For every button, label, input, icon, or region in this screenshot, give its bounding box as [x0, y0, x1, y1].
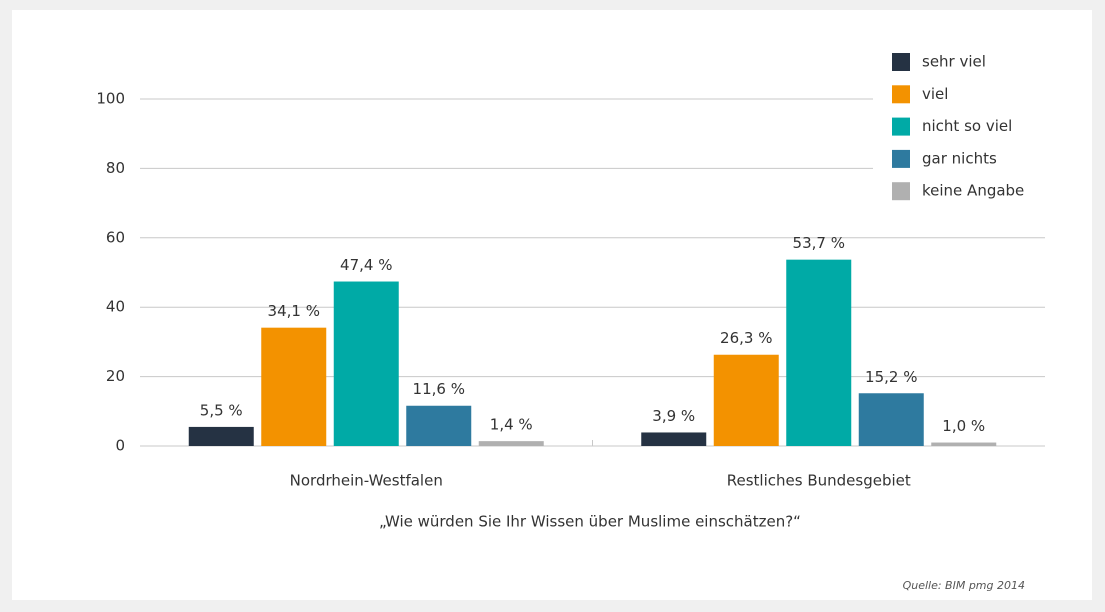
bar: [641, 432, 707, 446]
x-tick-label: Nordrhein-Westfalen: [290, 472, 443, 490]
bar: [713, 354, 779, 446]
legend-label: gar nichts: [922, 149, 997, 167]
source: Quelle: BIM pmg 2014: [903, 579, 1025, 592]
bar: [786, 259, 852, 446]
value-label: 11,6 %: [413, 380, 465, 398]
x-axis-label: „Wie würden Sie Ihr Wissen über Muslime …: [379, 513, 801, 531]
bar: [333, 281, 399, 446]
y-tick-label: 80: [106, 159, 125, 177]
bar: [261, 327, 327, 446]
y-tick-label: 100: [96, 90, 125, 108]
y-tick-label: 20: [106, 367, 125, 385]
value-label: 1,4 %: [490, 416, 533, 434]
value-label: 47,4 %: [340, 256, 392, 274]
legend-swatch: [892, 117, 910, 136]
legend-swatch: [892, 53, 910, 71]
value-label: 3,9 %: [652, 407, 695, 425]
legend-swatch: [892, 85, 910, 104]
value-label: 34,1 %: [268, 302, 320, 320]
value-label: 1,0 %: [942, 417, 985, 435]
legend-swatch: [892, 182, 910, 201]
bar: [406, 405, 472, 446]
legend-swatch: [892, 149, 910, 168]
value-label: 53,7 %: [793, 234, 845, 252]
value-label: 5,5 %: [200, 401, 243, 419]
value-label: 26,3 %: [720, 329, 772, 347]
value-label: 15,2 %: [865, 368, 917, 386]
x-tick-label: Restliches Bundesgebiet: [727, 472, 911, 490]
y-tick-label: 40: [106, 298, 125, 316]
legend-label: viel: [922, 85, 948, 103]
bar: [931, 442, 997, 446]
legend-label: sehr viel: [922, 53, 986, 71]
bar: [188, 426, 254, 446]
legend-label: keine Angabe: [922, 182, 1024, 200]
y-tick-label: 0: [115, 437, 125, 455]
bar: [478, 441, 544, 446]
bar: [858, 393, 924, 446]
y-tick-label: 60: [106, 228, 125, 246]
legend-label: nicht so viel: [922, 117, 1012, 135]
